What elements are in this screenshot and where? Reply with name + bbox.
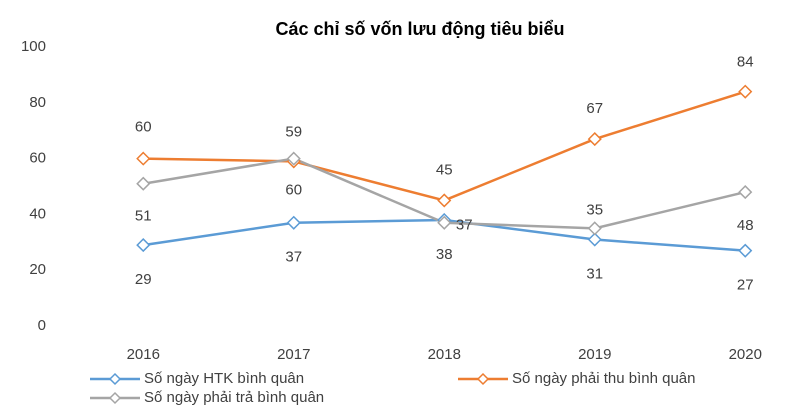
point-marker	[437, 215, 452, 230]
point-marker	[587, 132, 602, 147]
point-marker	[738, 243, 753, 258]
data-label: 37	[456, 217, 473, 234]
data-label: 37	[285, 249, 302, 266]
legend-label: Số ngày phải trả bình quân	[144, 389, 324, 406]
point-marker	[136, 238, 151, 253]
x-tick-label: 2016	[127, 346, 160, 363]
point-marker	[286, 215, 301, 230]
point-marker	[136, 151, 151, 166]
data-label: 51	[135, 208, 152, 225]
legend-marker	[476, 372, 490, 386]
data-label: 27	[737, 277, 754, 294]
legend-marker	[108, 391, 122, 405]
data-label: 29	[135, 271, 152, 288]
y-tick-label: 60	[29, 150, 46, 167]
data-label: 59	[285, 123, 302, 140]
data-label: 31	[586, 265, 603, 282]
y-tick-label: 20	[29, 261, 46, 278]
chart-title: Các chỉ số vốn lưu động tiêu biểu	[275, 19, 564, 39]
y-tick-label: 100	[21, 38, 46, 55]
data-label: 35	[586, 201, 603, 218]
point-marker	[136, 176, 151, 191]
y-tick-label: 80	[29, 94, 46, 111]
legend-marker	[108, 372, 122, 386]
legend-label: Số ngày phải thu bình quân	[512, 370, 696, 387]
data-label: 45	[436, 161, 453, 178]
x-tick-label: 2020	[729, 346, 762, 363]
point-marker	[587, 221, 602, 236]
point-marker	[437, 193, 452, 208]
data-label: 60	[135, 119, 152, 136]
data-label: 48	[737, 217, 754, 234]
point-marker	[286, 151, 301, 166]
data-label: 38	[436, 246, 453, 263]
y-tick-label: 0	[38, 317, 46, 334]
y-tick-label: 40	[29, 205, 46, 222]
data-label: 84	[737, 54, 754, 71]
data-label: 67	[586, 100, 603, 117]
legend-label: Số ngày HTK bình quân	[144, 370, 304, 387]
point-marker	[587, 232, 602, 247]
x-tick-label: 2017	[277, 346, 310, 363]
data-label: 60	[285, 182, 302, 199]
series-line	[143, 90, 746, 202]
point-marker	[738, 84, 753, 99]
x-tick-label: 2019	[578, 346, 611, 363]
x-tick-label: 2018	[428, 346, 461, 363]
point-marker	[738, 185, 753, 200]
